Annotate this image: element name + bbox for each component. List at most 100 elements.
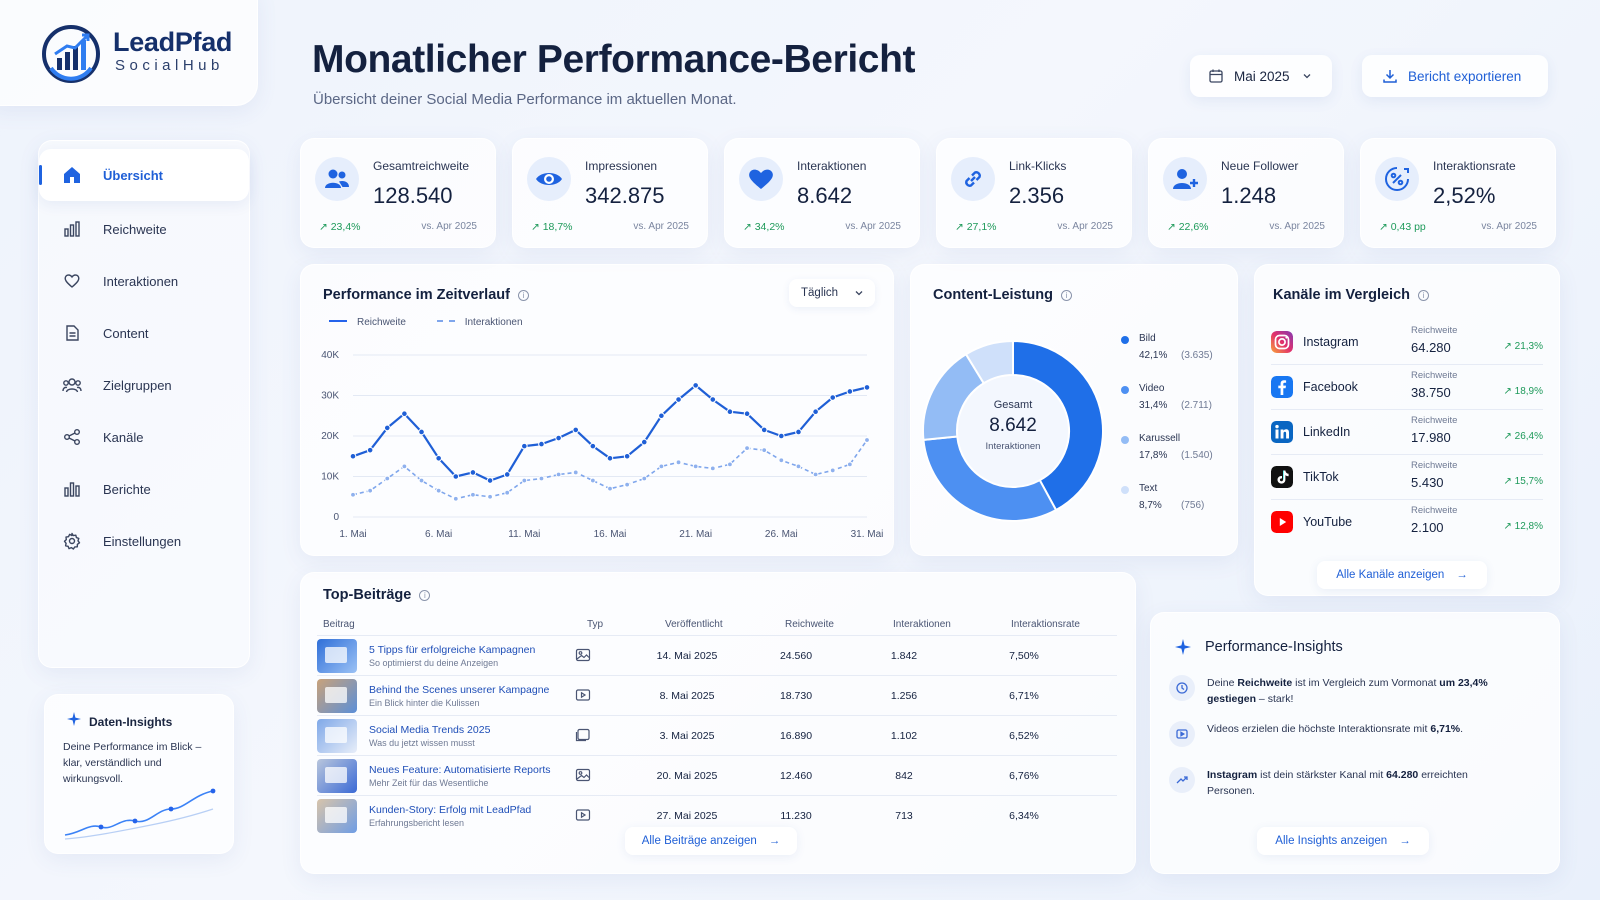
link-icon <box>951 157 995 201</box>
legend-count: (2.711) <box>1181 400 1212 411</box>
month-label: Mai 2025 <box>1234 68 1290 84</box>
table-row[interactable]: Neues Feature: Automatisierte Reports Meh… <box>317 755 1117 795</box>
table-row[interactable]: Behind the Scenes unserer Kampagne Ein Bl… <box>317 675 1117 715</box>
post-interactions: 1.102 <box>890 730 918 742</box>
legend-percent: 31,4% <box>1139 400 1168 411</box>
chart-legend: Reichweite Interaktionen <box>329 317 523 328</box>
sidebar-item-uebersicht[interactable]: Übersicht <box>39 149 249 201</box>
channel-change: ↗ 18,9% <box>1503 386 1543 397</box>
performance-title: Performance im Zeitverlauf i <box>323 287 529 303</box>
sparkle-icon <box>67 712 81 726</box>
data-point-interaktionen <box>795 463 802 470</box>
post-title[interactable]: Social Media Trends 2025 <box>369 724 491 736</box>
post-interactions: 713 <box>895 810 913 822</box>
data-point-reichweite <box>795 428 802 436</box>
video-icon <box>1169 721 1195 747</box>
channel-row-youtube[interactable]: YouTube Reichweite 2.100 ↗ 12,8% <box>1271 501 1543 545</box>
donut-slice-video <box>922 435 1058 522</box>
data-point-interaktionen <box>572 469 579 476</box>
kpi-card-interaktionen: Interaktionen 8.642 ↗ 34,2% vs. Apr 2025 <box>724 138 920 248</box>
kpi-card-interaktionsrate: Interaktionsrate 2,52% ↗ 0,43 pp vs. Apr… <box>1360 138 1556 248</box>
carousel-icon <box>575 728 591 747</box>
sidebar-item-label: Einstellungen <box>103 533 182 549</box>
post-date: 27. Mai 2025 <box>656 810 718 822</box>
kpi-card-impressionen: Impressionen 342.875 ↗ 18,7% vs. Apr 202… <box>512 138 708 248</box>
donut-slice-bild <box>1012 339 1104 512</box>
tiktok-icon <box>1271 466 1293 488</box>
post-interactions: 1.842 <box>890 650 918 662</box>
post-subtitle: Was du jetzt wissen musst <box>369 738 475 748</box>
table-row[interactable]: 5 Tipps für erfolgreiche Kampagnen So opt… <box>317 635 1117 675</box>
sidebar-item-berichte[interactable]: Berichte <box>39 463 251 515</box>
channel-row-facebook[interactable]: Facebook Reichweite 38.750 ↗ 18,9% <box>1271 366 1543 410</box>
document-icon <box>61 322 83 344</box>
eye-icon <box>527 157 571 201</box>
col-header-veroeffentlicht: Veröffentlicht <box>665 619 723 630</box>
data-point-interaktionen <box>607 485 613 492</box>
series-line-reichweite <box>352 384 868 482</box>
channels-title: Kanäle im Vergleich i <box>1273 287 1430 303</box>
legend-dot <box>1121 386 1129 394</box>
kpi-value: 1.248 <box>1221 183 1277 208</box>
channel-row-instagram[interactable]: Instagram Reichweite 64.280 ↗ 21,3% <box>1271 321 1543 365</box>
all-insights-button[interactable]: Alle Insights anzeigen → <box>1257 827 1429 855</box>
data-point-interaktionen <box>555 471 562 478</box>
post-reach: 18.730 <box>779 690 813 702</box>
kpi-vs: vs. Apr 2025 <box>845 221 901 232</box>
post-title[interactable]: 5 Tipps für erfolgreiche Kampagnen <box>369 644 536 656</box>
donut-hole <box>958 376 1068 486</box>
post-title[interactable]: Kunden-Story: Erfolg mit LeadPfad <box>369 804 532 816</box>
performance-insights-card: Performance-Insights Deine Reichweite is… <box>1150 612 1560 874</box>
linkedin-icon <box>1271 421 1293 443</box>
legend-dot <box>1121 486 1129 494</box>
donut-legend-item: Bild 42,1% (3.635) <box>1121 333 1231 373</box>
export-report-button[interactable]: Bericht exportieren <box>1362 55 1548 97</box>
sidebar-item-reichweite[interactable]: Reichweite <box>39 203 251 255</box>
post-title[interactable]: Neues Feature: Automatisierte Reports <box>369 764 551 776</box>
data-point-reichweite <box>692 382 699 389</box>
post-thumbnail <box>317 719 357 753</box>
sidebar-item-kanaele[interactable]: Kanäle <box>39 411 251 463</box>
post-thumbnail <box>317 679 357 713</box>
share-icon <box>61 426 83 448</box>
x-tick-label: 1. Mai <box>339 529 366 540</box>
interval-dropdown[interactable]: Täglich <box>789 279 875 307</box>
data-point-interaktionen <box>418 477 425 484</box>
channel-change: ↗ 15,7% <box>1503 476 1543 487</box>
channel-row-tiktok[interactable]: TikTok Reichweite 5.430 ↗ 15,7% <box>1271 456 1543 500</box>
sidebar-item-interaktionen[interactable]: Interaktionen <box>39 255 251 307</box>
post-interactions: 1.256 <box>890 690 918 702</box>
channel-change: ↗ 21,3% <box>1503 341 1543 352</box>
facebook-icon <box>1271 376 1293 398</box>
sidebar-item-label: Interaktionen <box>103 273 179 289</box>
post-reach: 16.890 <box>779 730 813 742</box>
performance-chart-card: Performance im Zeitverlauf i Täglich Reic… <box>300 264 894 556</box>
heart-icon <box>739 157 783 201</box>
kpi-change: ↗ 22,6% <box>1167 221 1209 233</box>
all-channels-button[interactable]: Alle Kanäle anzeigen → <box>1317 561 1487 589</box>
table-row[interactable]: Social Media Trends 2025 Was du jetzt wis… <box>317 715 1117 755</box>
month-selector[interactable]: Mai 2025 <box>1190 55 1332 97</box>
legend-dot <box>1121 436 1129 444</box>
sidebar-item-content[interactable]: Content <box>39 307 251 359</box>
kpi-change: ↗ 23,4% <box>319 221 361 233</box>
sidebar-item-einstellungen[interactable]: Einstellungen <box>39 515 251 567</box>
kpi-vs: vs. Apr 2025 <box>633 221 689 232</box>
table-row[interactable]: Kunden-Story: Erfolg mit LeadPfad Erfahru… <box>317 795 1117 835</box>
post-rate: 6,52% <box>1009 730 1039 742</box>
data-point-interaktionen <box>401 463 408 470</box>
post-title[interactable]: Behind the Scenes unserer Kampagne <box>369 684 550 696</box>
kpi-label: Impressionen <box>585 159 658 173</box>
legend-dot <box>1121 336 1129 344</box>
kpi-value: 8.642 <box>797 183 853 208</box>
data-point-interaktionen <box>744 445 750 452</box>
all-posts-button[interactable]: Alle Beiträge anzeigen → <box>625 827 797 855</box>
post-date: 3. Mai 2025 <box>659 730 715 742</box>
legend-count: (1.540) <box>1181 450 1213 461</box>
data-point-reichweite <box>726 408 734 415</box>
data-point-reichweite <box>383 424 391 432</box>
trend-icon <box>1169 767 1195 793</box>
logo-card: LeadPfad SocialHub <box>0 0 258 106</box>
sidebar-item-zielgruppen[interactable]: Zielgruppen <box>39 359 251 411</box>
channel-row-linkedin[interactable]: LinkedIn Reichweite 17.980 ↗ 26,4% <box>1271 411 1543 455</box>
